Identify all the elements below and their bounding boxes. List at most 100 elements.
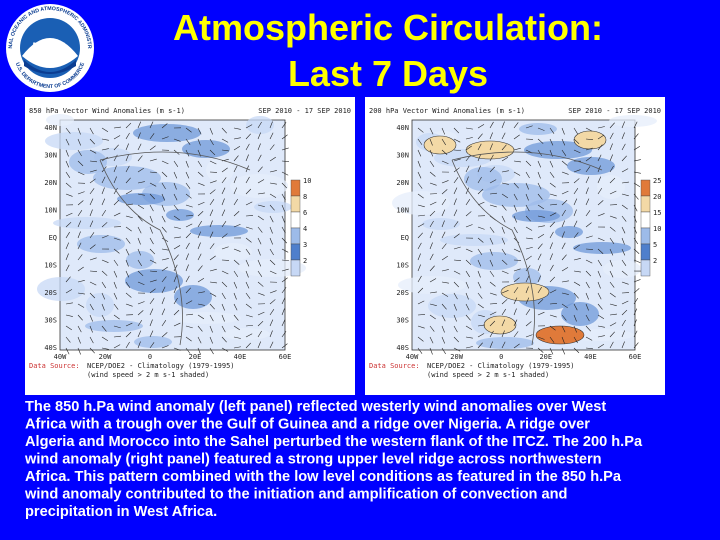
wind-vector — [429, 127, 434, 135]
wind-vector — [197, 347, 201, 355]
wind-shade — [86, 293, 114, 317]
wind-vector — [549, 347, 554, 355]
wind-vector — [281, 308, 285, 316]
wind-vector — [441, 269, 449, 272]
wind-vector — [101, 187, 105, 195]
wind-vector — [417, 171, 422, 179]
wind-vector — [573, 303, 578, 311]
wind-vector — [453, 246, 461, 250]
wind-vector — [137, 259, 142, 267]
colorbar-cell — [290, 259, 301, 277]
wind-vector — [549, 242, 553, 250]
wind-vector — [453, 325, 458, 333]
wind-vector — [513, 277, 520, 283]
colorbar-cell — [640, 179, 651, 197]
wind-vector — [429, 336, 434, 344]
wind-vector — [501, 259, 508, 265]
wind-vector — [101, 281, 107, 289]
wind-vector — [197, 265, 203, 272]
wind-vector — [609, 270, 614, 278]
wind-vector — [89, 232, 95, 239]
wind-vector — [465, 165, 470, 173]
wind-vector — [549, 253, 553, 261]
wind-vector — [501, 215, 506, 223]
wind-vector — [161, 193, 165, 201]
wind-vector — [453, 270, 461, 275]
wind-vector — [197, 303, 205, 306]
wind-vector — [65, 289, 73, 294]
wind-vector — [89, 160, 97, 163]
wind-shade — [422, 218, 460, 230]
wind-vector — [549, 127, 555, 134]
wind-vector — [513, 182, 519, 189]
wind-vector — [245, 237, 252, 243]
wind-vector — [441, 336, 446, 344]
wind-vector — [77, 138, 81, 146]
wind-vector — [77, 254, 83, 261]
wind-vector — [573, 209, 577, 217]
wind-shade — [69, 150, 107, 174]
wind-vector — [233, 270, 239, 278]
wind-vector — [549, 325, 556, 331]
wind-vector — [489, 237, 494, 245]
wind-vector — [233, 248, 241, 252]
wind-vector — [417, 149, 422, 157]
lat-label: 20S — [396, 289, 409, 297]
wind-vector — [621, 155, 627, 162]
wind-vector — [137, 248, 142, 256]
wind-vector — [197, 231, 202, 239]
colorbar-cell — [290, 211, 301, 229]
wind-vector — [77, 314, 83, 321]
wind-vector — [173, 226, 181, 229]
wind-shade — [53, 217, 121, 229]
wind-vector — [101, 292, 106, 300]
wind-vector — [537, 275, 542, 283]
wind-vector — [501, 182, 509, 185]
wind-vector — [429, 138, 433, 146]
wind-vector — [233, 211, 240, 217]
wind-vector — [453, 314, 457, 322]
wind-vector — [233, 165, 238, 173]
wind-vector — [197, 314, 205, 320]
lon-label: 0 — [499, 353, 503, 361]
wind-max — [500, 282, 550, 302]
wind-panel: 200 hPa Vector Wind Anomalies (m s-1) SEP… — [365, 97, 665, 395]
wind-vector — [197, 325, 203, 332]
wind-vector — [209, 336, 213, 344]
wind-vector — [417, 300, 425, 305]
wind-vector — [501, 144, 507, 151]
title-line: Atmospheric Circulation: — [173, 7, 603, 48]
wind-vector — [477, 303, 484, 309]
wind-vector — [149, 342, 155, 349]
wind-vector — [89, 270, 98, 272]
wind-vector — [233, 176, 237, 184]
wind-vector — [65, 138, 70, 146]
wind-vector — [453, 149, 461, 151]
wind-vector — [465, 303, 470, 311]
wind-vector — [561, 209, 566, 217]
wind-vector — [89, 281, 97, 286]
wind-vector — [477, 237, 484, 243]
wind-vector — [65, 253, 69, 261]
wind-shade — [133, 124, 201, 142]
wind-vector — [137, 204, 145, 209]
wind-vector — [137, 319, 143, 327]
wind-vector — [633, 259, 641, 264]
wind-vector — [161, 297, 165, 305]
wind-vector — [537, 160, 542, 168]
wind-vector — [173, 297, 178, 305]
lon-label: 20W — [450, 353, 463, 361]
wind-vector — [537, 215, 545, 218]
wind-vector — [597, 335, 605, 338]
wind-vector — [101, 325, 107, 332]
wind-vector — [149, 193, 155, 200]
wind-shade — [597, 175, 625, 199]
wind-vector — [245, 215, 254, 217]
colorbar-cell — [640, 259, 651, 277]
wind-vector — [417, 264, 421, 272]
wind-vector — [561, 199, 568, 206]
lat-label: EQ — [49, 234, 57, 242]
wind-shade — [428, 294, 476, 318]
wind-vector — [161, 160, 169, 165]
wind-vector — [597, 237, 605, 242]
